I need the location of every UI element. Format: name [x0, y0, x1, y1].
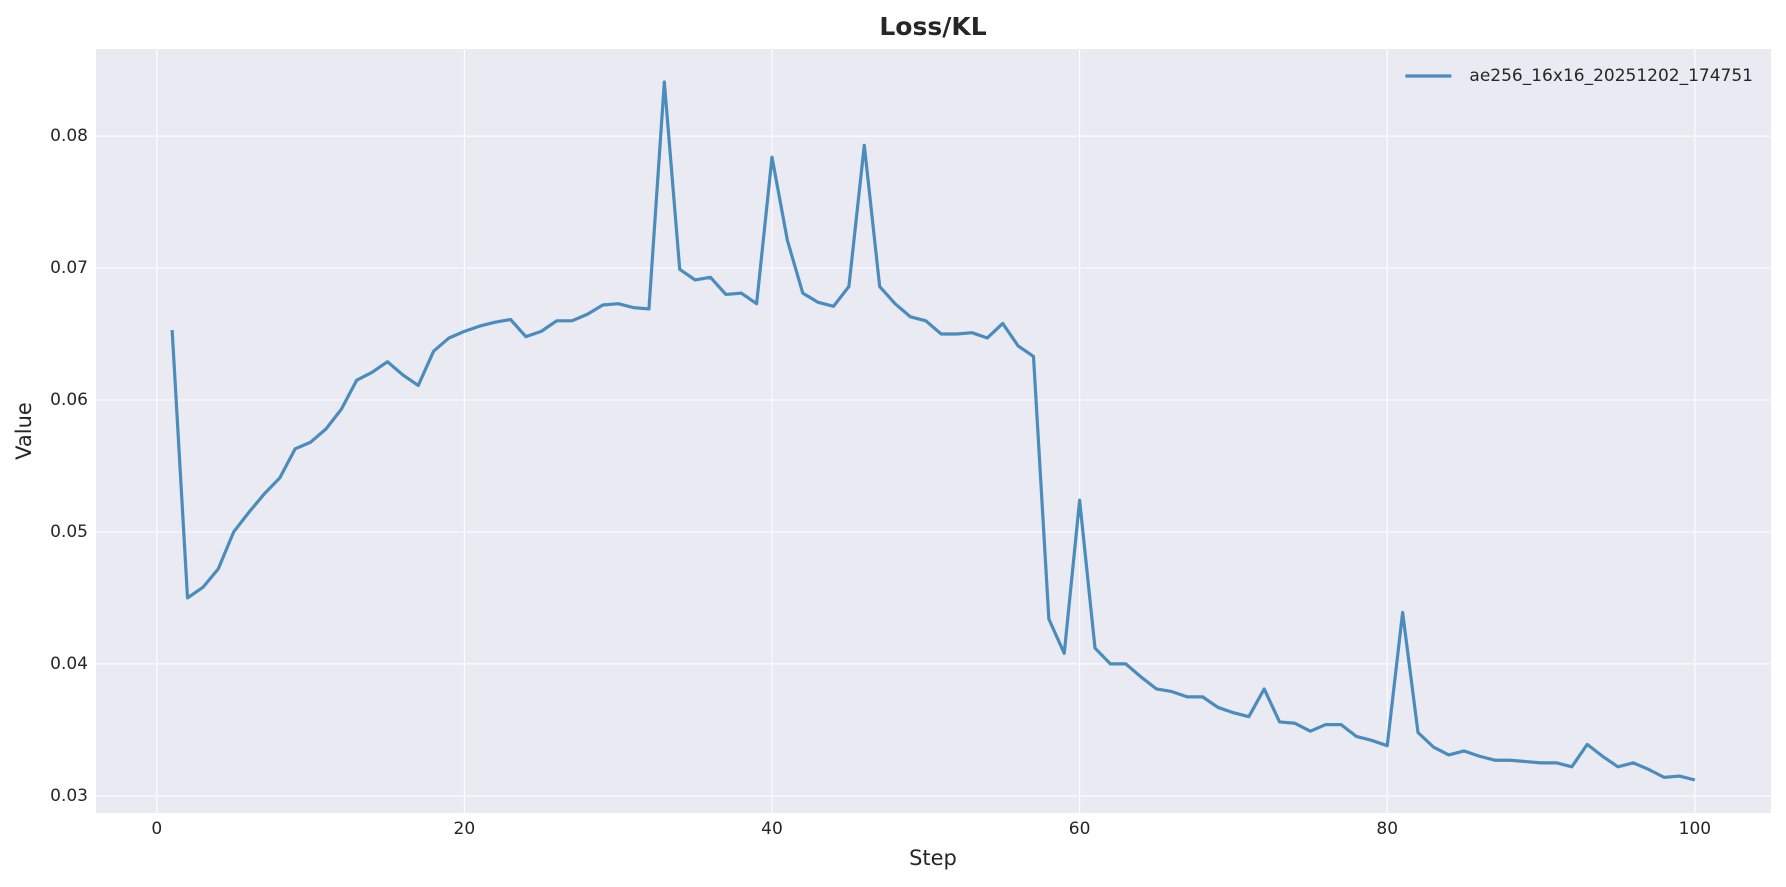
y-tick-label: 0.07	[50, 258, 88, 278]
x-axis-label: Step	[909, 846, 957, 870]
y-tick-label: 0.04	[50, 654, 88, 674]
y-tick-label: 0.06	[50, 390, 88, 410]
x-tick-label: 60	[1069, 819, 1091, 839]
y-tick-label: 0.08	[50, 126, 88, 146]
y-tick-label: 0.05	[50, 522, 88, 542]
chart-title: Loss/KL	[879, 12, 986, 41]
y-axis-label: Value	[12, 402, 36, 460]
x-tick-label: 20	[454, 819, 476, 839]
plot-area	[96, 49, 1771, 813]
x-tick-label: 40	[761, 819, 783, 839]
x-tick-label: 0	[151, 819, 162, 839]
y-tick-label: 0.03	[50, 786, 88, 806]
x-tick-label: 100	[1679, 819, 1711, 839]
legend-label: ae256_16x16_20251202_174751	[1469, 66, 1753, 86]
x-tick-label: 80	[1376, 819, 1398, 839]
data-line	[170, 80, 1696, 782]
